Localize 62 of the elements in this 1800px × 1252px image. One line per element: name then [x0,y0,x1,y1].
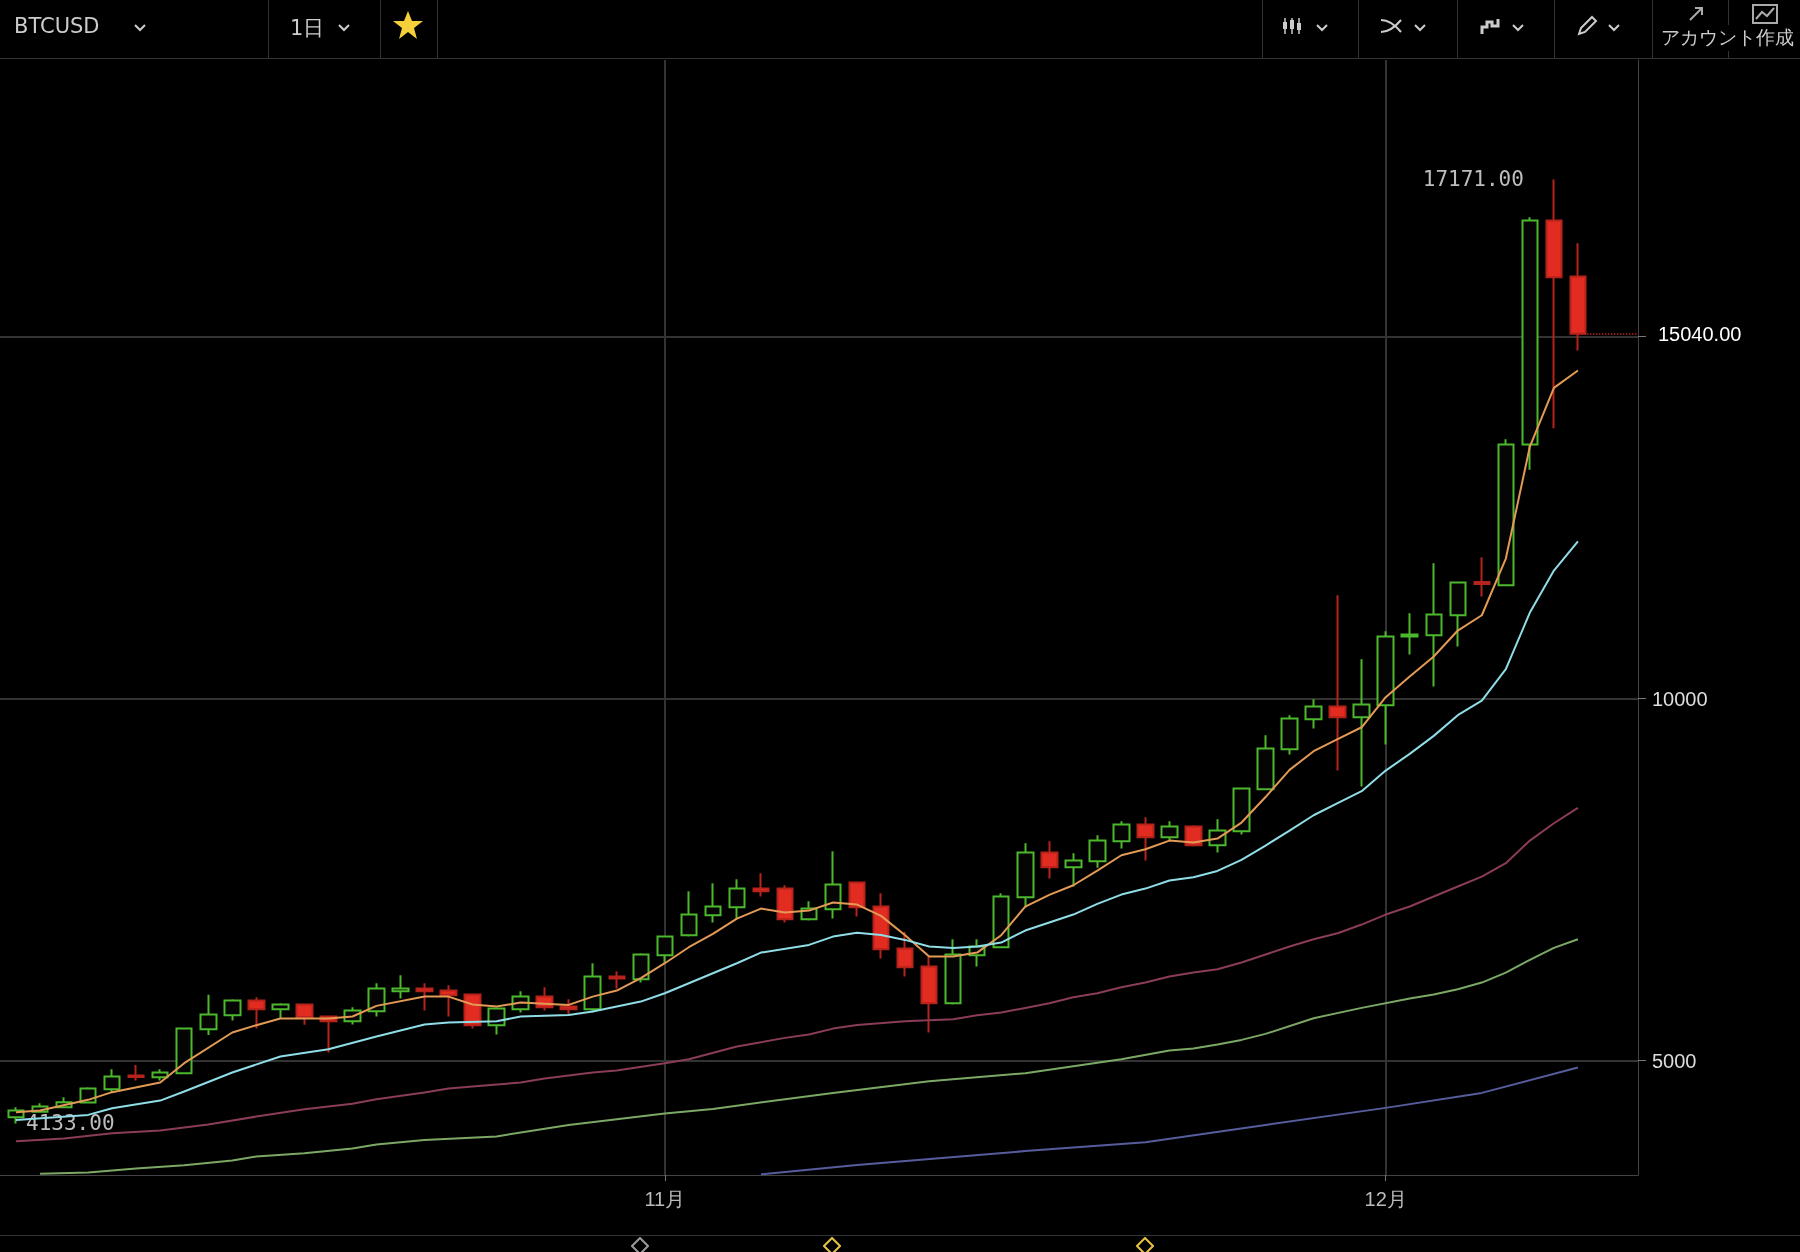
candlestick [415,982,434,1012]
candlestick [704,882,722,924]
candlestick [223,998,242,1022]
chart-subtitle: 1日 [290,15,325,42]
annotation: 17171.00 [1422,167,1524,192]
candlestick [1497,438,1515,588]
line-series [759,1066,1579,1176]
candlestick [632,952,650,984]
candlestick [127,1063,145,1082]
candlestick [920,955,938,1034]
candlestick [872,892,890,960]
candlestick [1473,556,1491,598]
line-series [15,806,1579,1143]
candlestick [1256,734,1275,791]
candlestick [680,890,698,938]
candlestick [1064,852,1083,888]
x-tick-label: 11月 [644,1188,686,1210]
candlestick [151,1068,169,1082]
text: アカウント作成 [1661,25,1794,51]
candlestick [1400,612,1419,656]
candlestick [1545,178,1563,430]
candlestick [608,970,626,990]
candlestick [896,930,914,978]
candlestick [367,982,386,1018]
line-series [15,369,1579,1114]
chart-title: BTCUSD [14,14,100,38]
candlestick [1304,698,1323,730]
candlestick [583,962,602,1014]
candlestick [1160,820,1179,842]
y-tick-label: 10000 [1652,687,1708,710]
candlestick [824,850,842,920]
annotation: 4133.00 [26,1111,115,1136]
candlestick [1088,834,1107,869]
candlestick [1136,816,1155,862]
x-tick-label: 12月 [1364,1188,1407,1210]
candlestick [992,892,1010,949]
candlestick [439,984,458,1018]
candlestick [1280,714,1299,756]
candlestick [752,872,770,898]
candlestick [1376,630,1395,746]
ref-line-label: 15040.00 [1658,322,1742,345]
candlestick [848,880,866,918]
candlestick [776,884,794,924]
candlestick [1352,658,1371,788]
candlestick [656,935,674,964]
candlestick [295,1003,314,1026]
candlestick [1328,594,1347,772]
candlestick [728,878,746,921]
candlestick [1040,840,1059,880]
candlestick [247,996,266,1030]
y-tick-label: 5000 [1652,1049,1697,1072]
candlestick [1112,820,1131,850]
candlestick [1425,562,1443,688]
candlestick [271,1002,290,1020]
candlestick [391,974,410,1000]
candlestick [1521,216,1539,471]
candlestick [1232,787,1251,836]
candlestick [199,993,218,1036]
candlestick [175,1026,193,1076]
candlestick [1449,581,1467,648]
candlestick [103,1068,121,1094]
candlestick [944,938,962,1006]
